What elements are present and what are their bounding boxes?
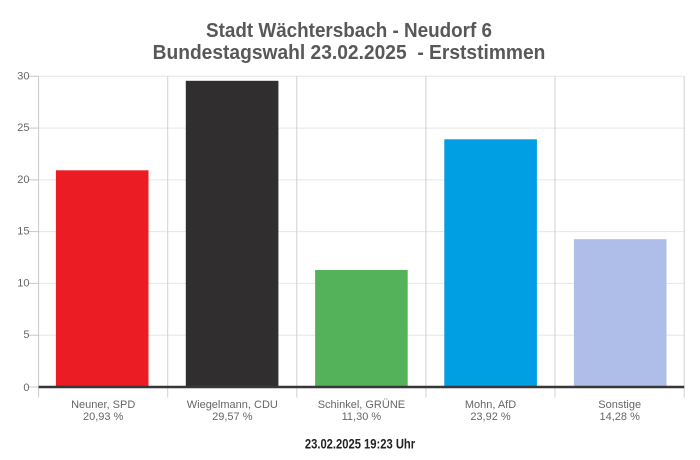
svg-text:23.02.2025 19:23 Uhr: 23.02.2025 19:23 Uhr xyxy=(305,435,415,452)
svg-text:Bundestagswahl 23.02.2025 - E: Bundestagswahl 23.02.2025 - Erststimmen xyxy=(153,41,546,64)
svg-text:10: 10 xyxy=(17,277,29,289)
svg-text:23,92 %: 23,92 % xyxy=(470,411,511,423)
svg-text:5: 5 xyxy=(23,329,29,341)
svg-text:15: 15 xyxy=(17,226,29,238)
svg-text:20: 20 xyxy=(17,174,29,186)
svg-text:Wiegelmann, CDU: Wiegelmann, CDU xyxy=(187,399,278,411)
svg-text:Sonstige: Sonstige xyxy=(598,399,641,411)
svg-text:30: 30 xyxy=(17,70,29,82)
svg-text:25: 25 xyxy=(17,122,29,134)
svg-text:20,93 %: 20,93 % xyxy=(83,411,124,423)
svg-text:14,28 %: 14,28 % xyxy=(600,411,641,423)
svg-text:Neuner, SPD: Neuner, SPD xyxy=(71,399,135,411)
svg-text:0: 0 xyxy=(23,382,29,394)
svg-text:Schinkel, GRÜNE: Schinkel, GRÜNE xyxy=(318,399,405,411)
svg-text:Mohn, AfD: Mohn, AfD xyxy=(465,399,516,411)
svg-text:29,57 %: 29,57 % xyxy=(212,411,253,423)
svg-text:Stadt Wächtersbach - Neudorf 6: Stadt Wächtersbach - Neudorf 6 xyxy=(206,19,492,42)
svg-text:11,30 %: 11,30 % xyxy=(342,411,382,423)
